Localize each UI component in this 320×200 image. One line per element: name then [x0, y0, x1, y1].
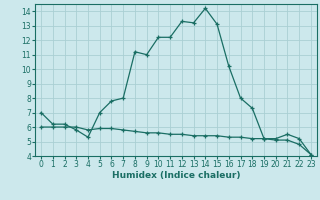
X-axis label: Humidex (Indice chaleur): Humidex (Indice chaleur): [112, 171, 240, 180]
